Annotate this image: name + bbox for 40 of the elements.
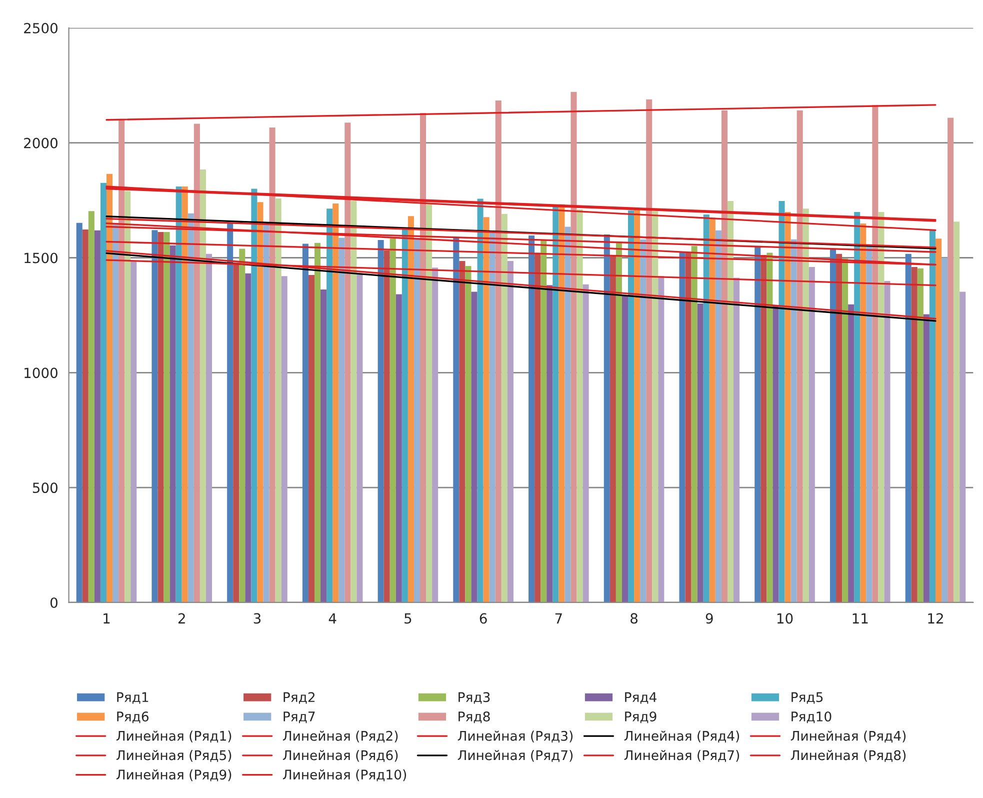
legend-label: Линейная (Ряд10): [282, 769, 406, 782]
legend-label: Ряд6: [117, 711, 148, 724]
legend-label: Ряд1: [117, 692, 148, 704]
y-tick-label: 2000: [24, 138, 58, 148]
legend-label: Линейная (Ряд7): [458, 750, 573, 762]
x-tick-label: 4: [328, 613, 336, 624]
legend-label: Ряд10: [792, 711, 832, 724]
y-tick-label: 1000: [24, 368, 58, 378]
legend-label: Ряд9: [625, 711, 656, 724]
legend-label: Линейная (Ряд7): [624, 750, 740, 762]
legend-label: Линейная (Ряд5): [116, 750, 232, 762]
x-tick-label: 8: [630, 613, 638, 624]
x-tick-label: 2: [178, 613, 185, 624]
y-tick-label: 1500: [24, 252, 58, 264]
y-tick-label: 500: [32, 482, 58, 494]
legend-label: Ряд7: [284, 712, 315, 724]
y-tick-label: 2500: [24, 22, 58, 34]
legend-label: Линейная (Ряд4): [624, 730, 740, 742]
x-tick-label: 3: [254, 613, 261, 624]
legend-label: Линейная (Ряд9): [116, 769, 232, 782]
legend-label: Линейная (Ряд8): [790, 750, 906, 762]
y-tick-label: 0: [50, 597, 58, 608]
legend-label: Линейная (Ряд3): [458, 730, 573, 742]
legend-label: Ряд2: [284, 692, 314, 704]
x-tick-label: 7: [555, 613, 562, 624]
legend-label: Ряд3: [458, 692, 490, 704]
x-tick-label: 10: [777, 613, 793, 624]
legend-label: Линейная (Ряд6): [282, 750, 398, 762]
legend-label: Ряд4: [625, 692, 656, 704]
x-tick-label: 12: [928, 613, 943, 624]
x-tick-label: 5: [404, 613, 412, 624]
x-tick-label: 11: [852, 613, 868, 624]
legend-label: Линейная (Ряд4): [790, 730, 906, 742]
x-tick-label: 9: [706, 613, 713, 624]
legend-label: Ряд8: [458, 711, 490, 724]
legend-label: Ряд5: [792, 692, 823, 704]
x-tick-label: 1: [104, 613, 110, 624]
legend-label: Линейная (Ряд2): [282, 730, 398, 742]
legend-label: Линейная (Ряд1): [116, 730, 232, 742]
x-tick-label: 6: [480, 613, 487, 624]
